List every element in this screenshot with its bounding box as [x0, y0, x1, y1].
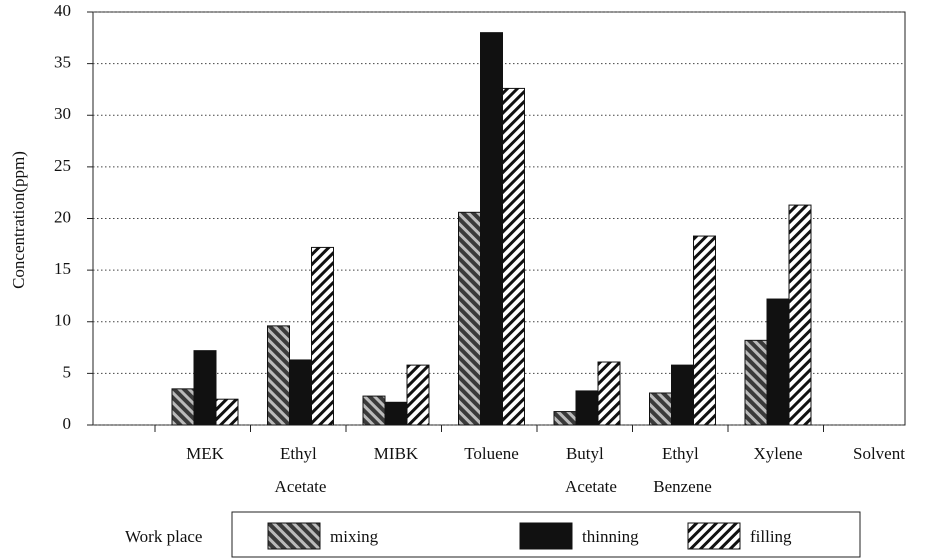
bar: [311, 246, 334, 426]
legend-swatch: [687, 522, 741, 550]
bar: [649, 392, 672, 426]
y-tick-label: 30: [54, 104, 71, 123]
y-tick-label: 5: [63, 362, 72, 381]
y-axis-label: Concentration(ppm): [9, 151, 28, 289]
bar: [267, 325, 290, 426]
bar: [480, 32, 503, 426]
x-tick-label: MIBK: [374, 444, 419, 463]
y-tick-label: 15: [54, 259, 71, 278]
legend-swatch: [519, 522, 573, 550]
bar: [193, 350, 217, 426]
bar: [671, 364, 694, 426]
legend-label: mixing: [330, 527, 379, 546]
bar: [597, 361, 621, 426]
bar: [744, 339, 768, 426]
bar: [362, 395, 386, 426]
legend-swatch: [267, 522, 321, 550]
legend-label: thinning: [582, 527, 639, 546]
bar: [406, 364, 430, 426]
bar: [693, 235, 716, 426]
legend-title: Work place: [125, 527, 202, 546]
bar: [575, 390, 599, 426]
x-tick-label: MEK: [186, 444, 225, 463]
y-tick-label: 40: [54, 1, 71, 20]
y-tick-label: 0: [63, 414, 72, 433]
bar: [502, 87, 525, 426]
bar: [384, 401, 408, 426]
y-tick-label: 20: [54, 207, 71, 226]
x-tick-label: Ethyl Benzene: [653, 444, 712, 496]
legend-label: filling: [750, 527, 792, 546]
x-tick-label: Toluene: [464, 444, 519, 463]
y-tick-label: 35: [54, 53, 71, 72]
x-tick-label: Xylene: [753, 444, 802, 463]
x-tick-label: Ethyl Acetate: [275, 444, 327, 496]
x-tick-label: Butyl Acetate: [565, 444, 617, 496]
y-tick-label: 25: [54, 156, 71, 175]
legend-box: [231, 511, 861, 558]
bar: [215, 398, 239, 426]
y-tick-label: 10: [54, 311, 71, 330]
bar: [458, 211, 481, 426]
bar: [766, 298, 790, 426]
bar: [171, 388, 195, 426]
bar: [553, 411, 577, 426]
bar: [788, 204, 812, 426]
x-axis-label: Solvent: [853, 444, 905, 463]
bar: [289, 359, 312, 426]
